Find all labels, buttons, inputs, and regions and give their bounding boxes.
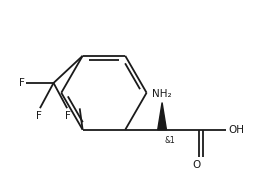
- Text: F: F: [36, 111, 42, 121]
- Text: NH₂: NH₂: [152, 89, 172, 99]
- Text: &1: &1: [164, 136, 175, 144]
- Text: OH: OH: [228, 125, 244, 135]
- Text: F: F: [19, 78, 25, 88]
- Text: F: F: [65, 111, 71, 121]
- Text: O: O: [193, 160, 201, 170]
- Polygon shape: [158, 103, 166, 130]
